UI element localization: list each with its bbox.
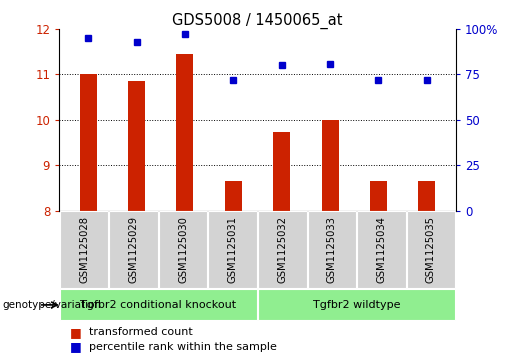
Text: GSM1125032: GSM1125032 (277, 216, 287, 283)
Bar (225, 181, 242, 211)
Bar (80, 74, 97, 211)
Text: GSM1125029: GSM1125029 (129, 216, 139, 283)
Bar (370, 181, 387, 211)
Bar (321, 120, 338, 211)
Text: ■: ■ (70, 326, 81, 339)
Text: GSM1125035: GSM1125035 (426, 216, 436, 283)
Text: Tgfbr2 wildtype: Tgfbr2 wildtype (313, 300, 400, 310)
Text: percentile rank within the sample: percentile rank within the sample (89, 342, 277, 352)
Text: GSM1125034: GSM1125034 (376, 216, 386, 283)
Text: GDS5008 / 1450065_at: GDS5008 / 1450065_at (172, 13, 343, 29)
Text: genotype/variation: genotype/variation (3, 300, 101, 310)
Text: GSM1125028: GSM1125028 (79, 216, 89, 283)
Bar (273, 132, 290, 211)
Text: GSM1125030: GSM1125030 (178, 216, 188, 283)
Text: GSM1125031: GSM1125031 (228, 216, 238, 283)
Text: Tgfbr2 conditional knockout: Tgfbr2 conditional knockout (80, 300, 236, 310)
Text: ■: ■ (70, 340, 81, 353)
Bar (418, 181, 435, 211)
Bar (128, 81, 145, 211)
Bar (177, 54, 194, 211)
Text: transformed count: transformed count (89, 327, 193, 337)
Text: GSM1125033: GSM1125033 (327, 216, 337, 283)
